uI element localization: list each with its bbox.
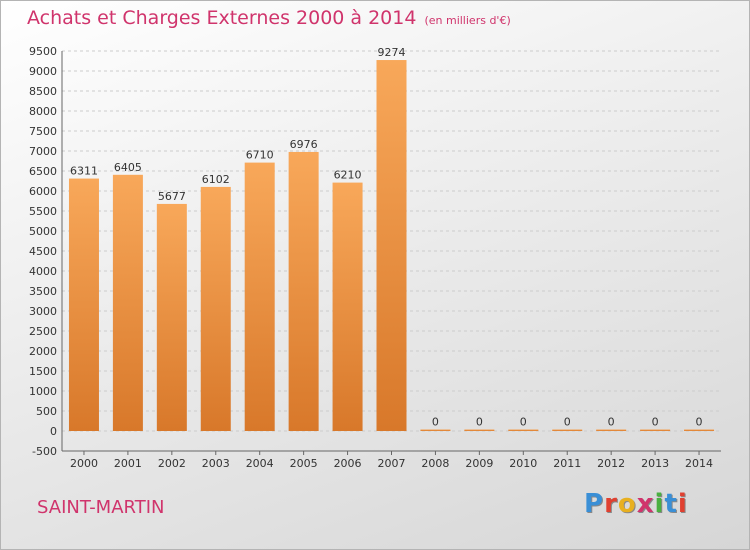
- x-tick-label: 2006: [334, 457, 362, 470]
- data-label: 0: [608, 416, 615, 429]
- x-tick-label: 2003: [202, 457, 230, 470]
- x-tick-label: 2009: [465, 457, 493, 470]
- y-tick-label: 7000: [29, 145, 57, 158]
- y-tick-label: 5000: [29, 225, 57, 238]
- x-tick-label: 2012: [597, 457, 625, 470]
- y-tick-label: 1000: [29, 385, 57, 398]
- data-label: 0: [520, 416, 527, 429]
- logo-letter: i: [677, 489, 688, 519]
- x-tick-label: 2008: [421, 457, 449, 470]
- y-tick-label: 3000: [29, 305, 57, 318]
- y-tick-label: 3500: [29, 285, 57, 298]
- data-label: 6405: [114, 161, 142, 174]
- bar: [508, 429, 539, 431]
- data-label: 6976: [290, 138, 318, 151]
- bar: [552, 429, 583, 431]
- data-label: 0: [564, 416, 571, 429]
- bar: [596, 429, 627, 431]
- bar: [288, 151, 319, 431]
- bar: [464, 429, 495, 431]
- bar: [640, 429, 671, 431]
- y-tick-label: 8500: [29, 85, 57, 98]
- proxiti-logo: Proxiti: [584, 489, 688, 519]
- data-label: 6710: [246, 149, 274, 162]
- y-tick-label: 8000: [29, 105, 57, 118]
- bar: [200, 186, 231, 431]
- x-tick-label: 2014: [685, 457, 713, 470]
- bar: [332, 182, 363, 431]
- y-tick-label: 1500: [29, 365, 57, 378]
- x-tick-label: 2001: [114, 457, 142, 470]
- logo-letter: x: [636, 489, 655, 519]
- data-label: 9274: [378, 46, 406, 59]
- logo-letter: P: [584, 489, 605, 519]
- data-label: 0: [476, 416, 483, 429]
- x-tick-label: 2002: [158, 457, 186, 470]
- y-tick-label: 7500: [29, 125, 57, 138]
- bar: [112, 174, 143, 432]
- y-tick-label: -500: [32, 445, 57, 458]
- logo-letter: o: [617, 489, 637, 519]
- y-tick-label: 9000: [29, 65, 57, 78]
- logo-letter: t: [664, 489, 678, 519]
- x-tick-label: 2000: [70, 457, 98, 470]
- y-tick-label: 4000: [29, 265, 57, 278]
- bar: [244, 162, 275, 431]
- logo-letter: i: [654, 489, 665, 519]
- x-tick-label: 2007: [378, 457, 406, 470]
- chart-unit-note: (en milliers d'€): [424, 14, 511, 27]
- y-tick-label: 2500: [29, 325, 57, 338]
- data-label: 0: [652, 416, 659, 429]
- data-label: 0: [432, 416, 439, 429]
- x-tick-label: 2004: [246, 457, 274, 470]
- bar: [684, 429, 715, 431]
- y-tick-label: 4500: [29, 245, 57, 258]
- chart-title-text: Achats et Charges Externes 2000 à 2014: [27, 7, 417, 29]
- y-tick-label: 0: [50, 425, 57, 438]
- y-tick-label: 9500: [29, 45, 57, 58]
- x-tick-label: 2011: [553, 457, 581, 470]
- bar: [68, 178, 99, 431]
- y-tick-label: 2000: [29, 345, 57, 358]
- data-label: 5677: [158, 190, 186, 203]
- data-label: 6210: [334, 169, 362, 182]
- x-tick-label: 2005: [290, 457, 318, 470]
- y-tick-label: 5500: [29, 205, 57, 218]
- bar: [156, 203, 187, 431]
- bar: [376, 60, 407, 431]
- x-tick-label: 2013: [641, 457, 669, 470]
- data-label: 6102: [202, 173, 230, 186]
- y-tick-label: 500: [36, 405, 57, 418]
- town-name: SAINT-MARTIN: [37, 497, 165, 518]
- bar: [420, 429, 451, 431]
- y-tick-label: 6500: [29, 165, 57, 178]
- logo-letter: r: [604, 489, 618, 519]
- x-tick-label: 2010: [509, 457, 537, 470]
- y-tick-label: 6000: [29, 185, 57, 198]
- chart-title: Achats et Charges Externes 2000 à 2014 (e…: [27, 7, 511, 29]
- data-label: 0: [696, 416, 703, 429]
- data-label: 6311: [70, 165, 98, 178]
